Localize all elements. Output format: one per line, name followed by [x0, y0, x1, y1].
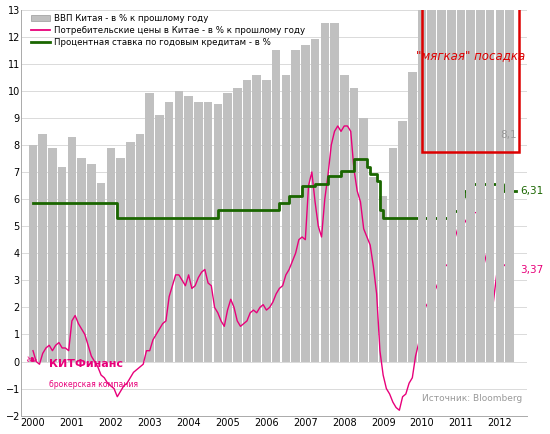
Bar: [330, 23, 339, 362]
Bar: [456, 99, 465, 362]
Bar: [350, 88, 358, 362]
Bar: [476, 115, 485, 362]
Text: "мягкая" посадка: "мягкая" посадка: [416, 49, 525, 62]
Bar: [447, 0, 455, 152]
Bar: [155, 115, 164, 362]
Bar: [437, 96, 446, 362]
Text: брокерская компания: брокерская компания: [49, 380, 138, 389]
Bar: [408, 72, 416, 362]
Bar: [29, 145, 37, 362]
Bar: [321, 23, 329, 362]
Text: 3,37: 3,37: [520, 265, 543, 275]
Bar: [398, 121, 407, 362]
Text: КИТФинанс: КИТФинанс: [49, 359, 123, 369]
Bar: [466, 0, 475, 152]
Bar: [369, 178, 378, 362]
Bar: [78, 158, 86, 362]
Text: Источник: Bloomberg: Источник: Bloomberg: [422, 395, 522, 404]
Bar: [165, 102, 173, 362]
Bar: [486, 121, 494, 362]
Bar: [107, 148, 115, 362]
Bar: [379, 196, 387, 362]
Bar: [184, 96, 193, 362]
Bar: [496, 142, 504, 362]
Bar: [282, 75, 290, 362]
Bar: [292, 50, 300, 362]
Bar: [311, 39, 320, 362]
Bar: [233, 88, 241, 362]
Bar: [97, 183, 106, 362]
Bar: [447, 102, 455, 362]
Bar: [486, 121, 494, 362]
Bar: [145, 93, 154, 362]
Bar: [437, 0, 446, 152]
Bar: [422, 8, 519, 152]
Bar: [505, 142, 514, 362]
Bar: [340, 75, 349, 362]
Bar: [505, 0, 514, 152]
Bar: [252, 75, 261, 362]
Bar: [496, 0, 504, 152]
Bar: [418, 39, 426, 362]
Bar: [223, 93, 232, 362]
Bar: [466, 104, 475, 362]
Text: 6,31: 6,31: [520, 186, 543, 196]
Bar: [486, 0, 494, 152]
Bar: [456, 0, 465, 152]
Bar: [204, 102, 212, 362]
Bar: [174, 91, 183, 362]
Bar: [116, 158, 125, 362]
Bar: [243, 80, 251, 362]
Bar: [447, 102, 455, 362]
Bar: [476, 115, 485, 362]
Bar: [427, 0, 436, 152]
Bar: [136, 134, 144, 362]
Bar: [194, 102, 202, 362]
Text: ❧: ❧: [26, 353, 38, 367]
Bar: [58, 167, 67, 362]
Bar: [496, 142, 504, 362]
Bar: [466, 104, 475, 362]
Bar: [389, 148, 397, 362]
Bar: [437, 96, 446, 362]
Text: 8,1: 8,1: [500, 131, 518, 141]
Bar: [476, 0, 485, 152]
Bar: [39, 134, 47, 362]
Bar: [359, 118, 368, 362]
Bar: [418, 39, 426, 362]
Bar: [68, 137, 76, 362]
Bar: [427, 82, 436, 362]
Bar: [422, 8, 519, 152]
Bar: [213, 104, 222, 362]
Bar: [272, 50, 280, 362]
Bar: [427, 82, 436, 362]
Bar: [87, 164, 96, 362]
Bar: [418, 0, 426, 152]
Bar: [126, 142, 135, 362]
Bar: [456, 99, 465, 362]
Bar: [301, 45, 310, 362]
Bar: [505, 142, 514, 362]
Bar: [48, 148, 57, 362]
Legend: ВВП Китая - в % к прошлому году, Потребительские цены в Китае - в % к прошлому г: ВВП Китая - в % к прошлому году, Потреби…: [31, 14, 305, 47]
Bar: [262, 80, 271, 362]
